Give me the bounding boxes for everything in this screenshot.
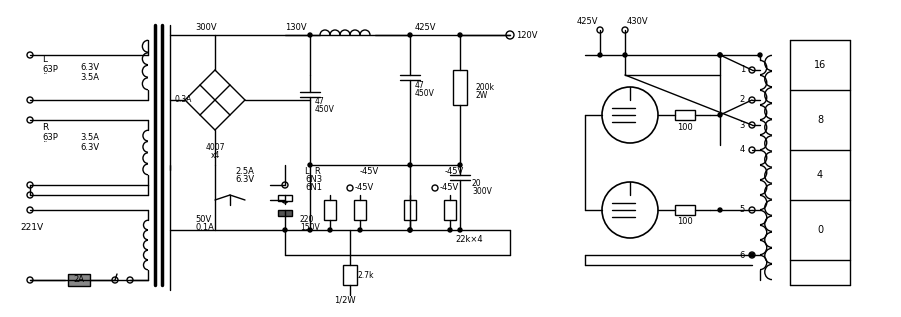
Circle shape <box>758 53 762 57</box>
Circle shape <box>408 228 412 232</box>
Text: 200k: 200k <box>475 82 494 92</box>
Text: 300V: 300V <box>472 186 492 196</box>
Bar <box>675 205 695 215</box>
Circle shape <box>308 163 312 167</box>
Text: 3: 3 <box>740 120 745 130</box>
Circle shape <box>623 53 627 57</box>
Text: 100: 100 <box>678 122 693 132</box>
Text: 4: 4 <box>740 146 745 154</box>
Text: 450V: 450V <box>415 88 435 98</box>
Circle shape <box>458 228 462 232</box>
Text: -45V: -45V <box>360 167 379 177</box>
Circle shape <box>448 228 452 232</box>
Text: 130V: 130V <box>285 23 306 33</box>
Bar <box>453 70 467 105</box>
Text: 2W: 2W <box>475 92 487 100</box>
Circle shape <box>358 228 362 232</box>
Text: 150V: 150V <box>300 223 320 232</box>
Circle shape <box>308 228 312 232</box>
Text: 5: 5 <box>740 205 745 215</box>
Text: 6N1: 6N1 <box>305 184 322 192</box>
Text: 47: 47 <box>415 81 424 89</box>
Text: 50V: 50V <box>195 216 211 224</box>
Text: 3.5A: 3.5A <box>80 74 99 82</box>
Text: 20: 20 <box>472 178 482 187</box>
Bar <box>278 210 292 216</box>
Text: 425V: 425V <box>415 23 436 33</box>
Text: 3.5A: 3.5A <box>80 133 99 141</box>
Circle shape <box>718 53 722 57</box>
Text: 2: 2 <box>740 95 745 105</box>
Circle shape <box>718 113 722 117</box>
Circle shape <box>458 163 462 167</box>
Text: 4: 4 <box>817 170 823 180</box>
Circle shape <box>598 53 602 57</box>
Bar <box>324 200 336 220</box>
Text: 6̤3P: 6̤3P <box>42 133 58 141</box>
Text: 6: 6 <box>740 250 745 260</box>
Text: -45V: -45V <box>355 184 374 192</box>
Circle shape <box>308 33 312 37</box>
Text: 0: 0 <box>817 225 823 235</box>
Bar <box>278 195 292 201</box>
Text: L  R: L R <box>305 167 321 177</box>
Text: 300V: 300V <box>195 23 216 33</box>
Text: 2.7k: 2.7k <box>357 270 374 280</box>
Bar <box>343 265 357 285</box>
Text: 120V: 120V <box>516 30 538 40</box>
Text: -45V: -45V <box>445 167 464 177</box>
Circle shape <box>458 33 462 37</box>
Text: L: L <box>42 55 47 64</box>
Circle shape <box>328 228 332 232</box>
Text: 221V: 221V <box>20 223 43 232</box>
Text: 4007: 4007 <box>205 144 224 152</box>
Text: 6.3V: 6.3V <box>80 143 100 152</box>
Bar <box>404 200 416 220</box>
Text: 0.3A: 0.3A <box>174 95 192 105</box>
Text: R: R <box>42 124 49 133</box>
Circle shape <box>718 208 722 212</box>
Text: 450V: 450V <box>315 106 335 114</box>
Text: 16: 16 <box>814 60 826 70</box>
Bar <box>444 200 456 220</box>
Text: 6N3: 6N3 <box>305 176 323 184</box>
Text: 100: 100 <box>678 217 693 227</box>
Text: 1/2W: 1/2W <box>334 295 356 305</box>
Text: 0.1A: 0.1A <box>195 223 214 232</box>
Text: 220: 220 <box>300 216 314 224</box>
Bar <box>675 110 695 120</box>
Circle shape <box>408 163 412 167</box>
Bar <box>68 274 90 286</box>
Text: 6.3V: 6.3V <box>235 176 254 184</box>
Circle shape <box>408 33 412 37</box>
Text: 6.3V: 6.3V <box>80 63 100 73</box>
Text: 2A: 2A <box>74 275 85 284</box>
Circle shape <box>408 228 412 232</box>
Circle shape <box>283 228 287 232</box>
Text: 425V: 425V <box>577 17 598 27</box>
Circle shape <box>718 53 722 57</box>
Bar <box>354 200 366 220</box>
Text: x4: x4 <box>210 152 220 160</box>
Text: 22k×4: 22k×4 <box>455 236 483 244</box>
Text: 430V: 430V <box>627 17 649 27</box>
Text: 1: 1 <box>740 66 745 74</box>
Circle shape <box>750 253 754 257</box>
Text: 47: 47 <box>315 98 324 107</box>
Text: 2.5A: 2.5A <box>235 167 254 177</box>
Text: -45V: -45V <box>440 184 460 192</box>
Text: 8: 8 <box>817 115 823 125</box>
Text: 6̤3P: 6̤3P <box>42 64 58 74</box>
